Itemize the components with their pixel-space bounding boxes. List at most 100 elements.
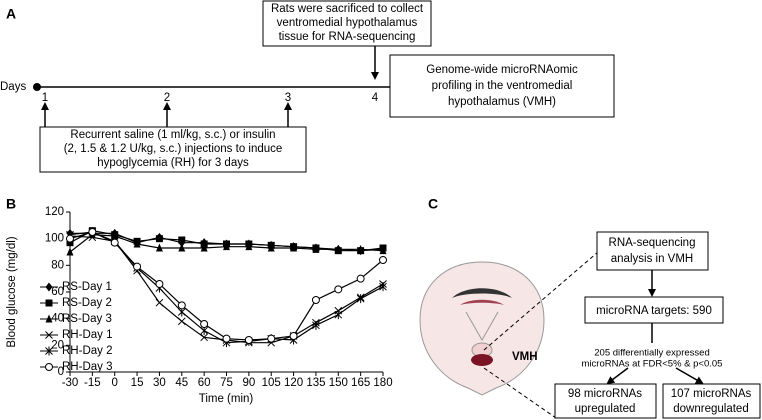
- marker: [222, 334, 231, 343]
- box-text: analysis in VMH: [611, 253, 693, 265]
- marker: [110, 238, 119, 247]
- down-box: [662, 383, 761, 419]
- x-tick-label: 60: [198, 377, 211, 389]
- box-text: upregulated: [575, 403, 636, 415]
- x-tick-label: 90: [242, 377, 255, 389]
- marker: [356, 294, 365, 304]
- y-tick-label: 100: [45, 233, 64, 245]
- marker: [66, 234, 74, 243]
- marker: [379, 282, 387, 292]
- y-tick-label: 80: [51, 259, 64, 271]
- box-text: Rats were sacrificed to collect: [271, 3, 424, 15]
- box-text: downregulated: [673, 403, 748, 415]
- right-box: [389, 54, 615, 118]
- legend-marker: [45, 314, 53, 323]
- x-tick-label: -15: [84, 377, 101, 389]
- legend-marker: [45, 346, 53, 356]
- box-text: tissue for RNA-sequencing: [279, 31, 416, 43]
- region-label: VMH: [512, 351, 538, 363]
- axis-label: Days: [0, 81, 26, 93]
- marker: [66, 247, 74, 256]
- marker: [155, 280, 164, 288]
- marker: [177, 317, 186, 326]
- zoom-line: [483, 367, 557, 419]
- marker: [155, 298, 164, 307]
- marker: [267, 334, 276, 343]
- y-tick-label: 60: [51, 286, 64, 298]
- marker: [155, 235, 163, 243]
- x-tick-label: 120: [284, 377, 303, 389]
- marker: [267, 243, 275, 252]
- marker: [155, 243, 163, 252]
- marker: [200, 243, 208, 252]
- targets-box: [584, 296, 724, 324]
- marker: [133, 239, 141, 248]
- up-box: [554, 383, 657, 419]
- x-tick-label: -30: [62, 377, 79, 389]
- x-tick-label: 45: [175, 377, 188, 389]
- legend-marker: [45, 331, 53, 339]
- marker: [356, 274, 365, 283]
- marker: [244, 336, 253, 344]
- box-text: microRNA targets: 590: [596, 305, 712, 317]
- brain-section: [419, 261, 545, 396]
- marker: [223, 242, 230, 251]
- box-text: hypothalamus (VMH): [448, 96, 556, 108]
- x-tick-label: 105: [262, 377, 281, 389]
- x-axis-title: Time (min): [199, 393, 254, 405]
- legend-marker: [45, 363, 53, 371]
- marker: [178, 236, 186, 244]
- legend-label: RS-Day 1: [62, 281, 112, 293]
- x-tick-label: 30: [153, 377, 166, 389]
- marker: [178, 243, 186, 252]
- x-tick-label: 165: [351, 377, 370, 389]
- marker: [357, 244, 365, 253]
- box-text: profiling in the ventromedial: [432, 80, 573, 92]
- marker: [177, 301, 186, 310]
- box-text: hypoglycemia (RH) for 3 days: [97, 157, 249, 169]
- y-tick-label: 20: [51, 339, 64, 351]
- filter-note: microRNAs at FDR<5% & p<0.05: [582, 359, 723, 370]
- x-tick-label: 0: [112, 377, 118, 389]
- marker: [289, 332, 298, 340]
- marker: [133, 262, 142, 271]
- panel-label: C: [428, 196, 438, 212]
- marker: [334, 244, 342, 253]
- x-tick-label: 75: [220, 377, 233, 389]
- box-text: ventromedial hypothalamus: [277, 17, 418, 29]
- marker: [334, 285, 343, 294]
- legend-label: RH-Day 3: [62, 361, 112, 373]
- box-text: 98 microRNAs: [568, 388, 642, 400]
- day-label: 4: [372, 92, 379, 104]
- day-label: 3: [285, 92, 291, 104]
- legend-marker: [45, 282, 53, 292]
- legend-label: RS-Day 2: [62, 297, 112, 309]
- top-box: [262, 0, 432, 47]
- y-axis-title: Blood glucose (mg/dl): [6, 236, 18, 347]
- y-tick-label: 120: [45, 206, 64, 218]
- box-text: (2, 1.5 & 1.2 U/kg, s.c.) injections to …: [64, 143, 283, 155]
- legend-label: RH-Day 1: [62, 329, 112, 341]
- legend-label: RS-Day 3: [62, 313, 112, 325]
- box-text: Genome-wide microRNAomic: [426, 64, 578, 76]
- box-text: Recurrent saline (1 ml/kg, s.c.) or insu…: [70, 129, 275, 141]
- marker: [311, 296, 320, 304]
- marker: [290, 243, 298, 252]
- arrow: [675, 367, 704, 384]
- y-tick-label: 0: [58, 366, 64, 378]
- marker: [312, 320, 320, 330]
- chart: B Blood glucose (mg/dl) Time (min) 02040…: [6, 196, 393, 405]
- x-tick-label: 180: [373, 377, 392, 389]
- marker: [379, 246, 387, 255]
- panel-label: B: [6, 196, 16, 212]
- box-text: RNA-sequencing: [609, 237, 696, 249]
- marker: [334, 310, 343, 320]
- marker: [200, 320, 209, 328]
- panel-label: A: [6, 6, 16, 22]
- marker: [245, 242, 253, 251]
- arrow: [606, 367, 629, 385]
- bottom-box: [39, 126, 307, 173]
- x-tick-label: 135: [306, 377, 325, 389]
- marker: [111, 231, 119, 240]
- box-text: 107 microRNAs: [671, 388, 752, 400]
